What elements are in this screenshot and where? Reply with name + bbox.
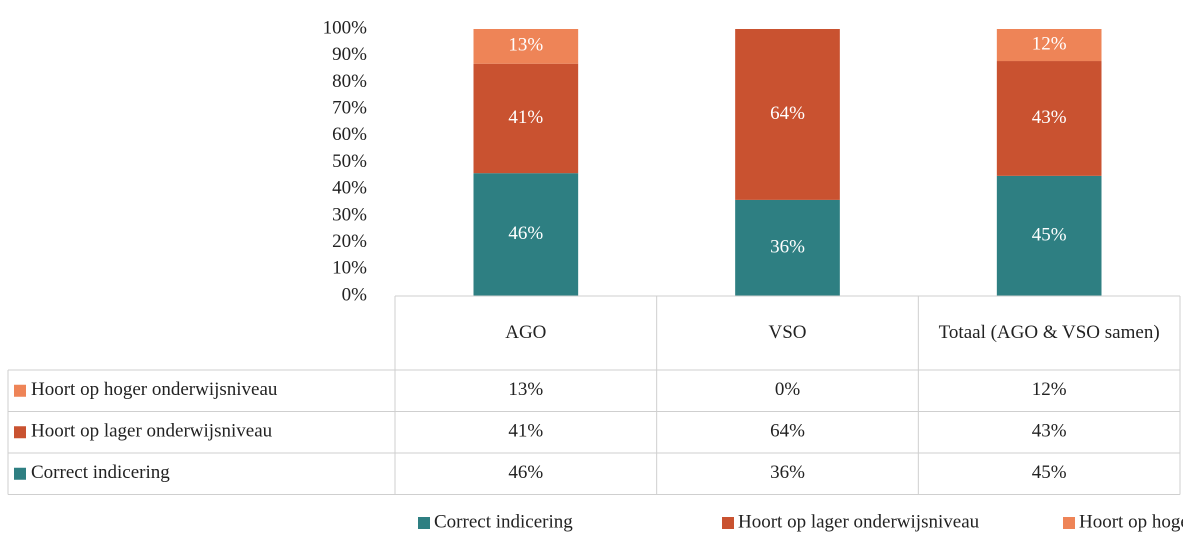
bar-segment <box>996 175 1102 296</box>
legend-swatch <box>418 517 430 529</box>
bar-segment <box>473 63 579 174</box>
table-value: 41% <box>508 421 543 442</box>
y-tick-label: 50% <box>332 151 367 172</box>
y-tick-label: 40% <box>332 178 367 199</box>
y-tick-label: 10% <box>332 258 367 279</box>
y-tick-label: 30% <box>332 204 367 225</box>
data-label: 43% <box>1032 107 1067 128</box>
legend-swatch <box>1063 517 1075 529</box>
category-cell: AGO <box>505 322 547 343</box>
table-value: 45% <box>1032 462 1067 483</box>
legend-label: Correct indicering <box>434 511 573 532</box>
data-label: 46% <box>508 223 543 244</box>
x-tick-label: AGO <box>505 322 547 343</box>
legend-swatch <box>722 517 734 529</box>
data-label: 45% <box>1032 224 1067 245</box>
y-tick-label: 60% <box>332 124 367 145</box>
table-value: 43% <box>1032 421 1067 442</box>
y-tick-label: 100% <box>323 17 368 38</box>
row-label: Correct indicering <box>31 462 170 483</box>
bar-segment <box>735 29 840 200</box>
y-tick-label: 80% <box>332 71 367 92</box>
table-value: 0% <box>775 379 801 400</box>
data-label: 41% <box>508 107 543 128</box>
legend-swatch <box>14 426 26 439</box>
legend-label: Hoort op lager onderwijsniveau <box>738 511 980 532</box>
bar-segment <box>735 199 840 296</box>
table-value: 46% <box>508 462 543 483</box>
bar-segment <box>996 61 1102 176</box>
row-label: Hoort op lager onderwijsniveau <box>31 421 273 442</box>
legend-label: Hoort op hoger onderwijsniveau <box>1079 511 1183 532</box>
table-value: 36% <box>770 462 805 483</box>
table-value: 64% <box>770 421 805 442</box>
legend-swatch <box>14 467 26 480</box>
table-value: 12% <box>1032 379 1067 400</box>
y-tick-label: 70% <box>332 97 367 118</box>
data-label: 13% <box>508 35 543 56</box>
data-label: 12% <box>1032 33 1067 54</box>
bar-segment <box>473 29 579 64</box>
x-tick-label: Totaal (AGO & VSO samen) <box>938 322 1160 343</box>
data-label: 64% <box>770 103 805 124</box>
y-tick-label: 90% <box>332 44 367 65</box>
y-tick-label: 20% <box>332 231 367 252</box>
row-label: Hoort op hoger onderwijsniveau <box>31 379 278 400</box>
y-tick-label: 0% <box>342 284 368 305</box>
data-label: 36% <box>770 236 805 257</box>
bar-segment <box>996 29 1102 62</box>
category-cell: Totaal (AGO & VSO samen) <box>938 322 1160 343</box>
table-value: 13% <box>508 379 543 400</box>
legend-swatch <box>14 384 26 397</box>
category-cell: VSO <box>768 322 807 343</box>
x-tick-label: VSO <box>768 322 807 343</box>
bar-segment <box>473 173 579 296</box>
